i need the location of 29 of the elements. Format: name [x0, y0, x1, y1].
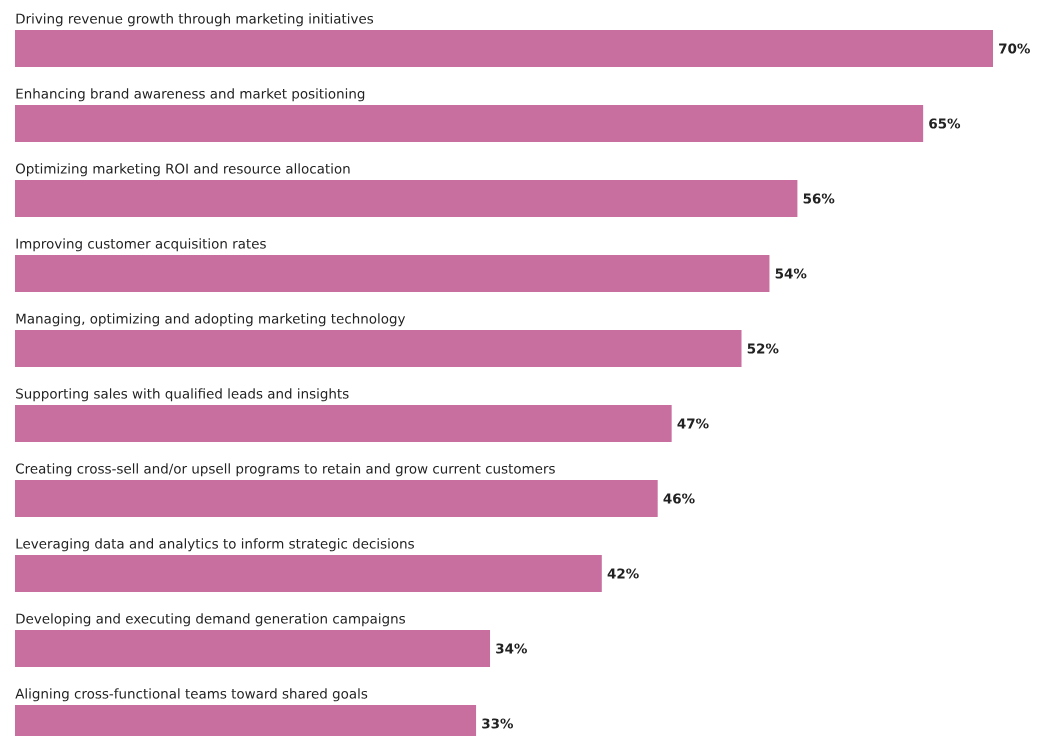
bar: [15, 254, 770, 292]
data-label: 52%: [747, 343, 779, 354]
data-label: 70%: [999, 43, 1030, 54]
data-label: 56%: [803, 193, 835, 204]
bar: [15, 104, 924, 142]
y-tick-label: Supporting sales with qualified leads and insights: [16, 388, 349, 402]
y-tick-label: Developing and executing demand generation campaigns: [16, 613, 405, 627]
bar: [15, 630, 491, 667]
y-tick-label: Managing, optimizing and adopting marketing technology: [16, 313, 406, 327]
data-label: 65%: [929, 118, 961, 129]
y-tick-label: Enhancing brand awareness and market positioning: [16, 88, 365, 102]
data-label: 33%: [482, 718, 514, 729]
bar: [15, 329, 742, 367]
data-label: 46%: [663, 493, 695, 504]
bar: [15, 29, 994, 67]
data-label: 47%: [677, 418, 709, 429]
y-tick-label: Improving customer acquisition rates: [16, 238, 266, 252]
y-tick-label: Creating cross-sell and/or upsell programs to retain and grow current customers: [15, 463, 555, 477]
y-tick-label: Aligning cross-functional teams toward shared goals: [15, 688, 368, 702]
y-tick-label: Leveraging data and analytics to inform strategic decisions: [16, 538, 414, 552]
y-tick-label: Driving revenue growth through marketing initiatives: [16, 13, 374, 27]
bar: [15, 555, 602, 592]
bar: [15, 404, 672, 442]
data-label: 42%: [607, 568, 639, 579]
bar: [15, 179, 798, 217]
data-label: 34%: [496, 643, 527, 654]
bar: [15, 479, 658, 517]
data-label: 54%: [775, 268, 807, 279]
y-tick-label: Optimizing marketing ROI and resource allocation: [15, 163, 350, 177]
